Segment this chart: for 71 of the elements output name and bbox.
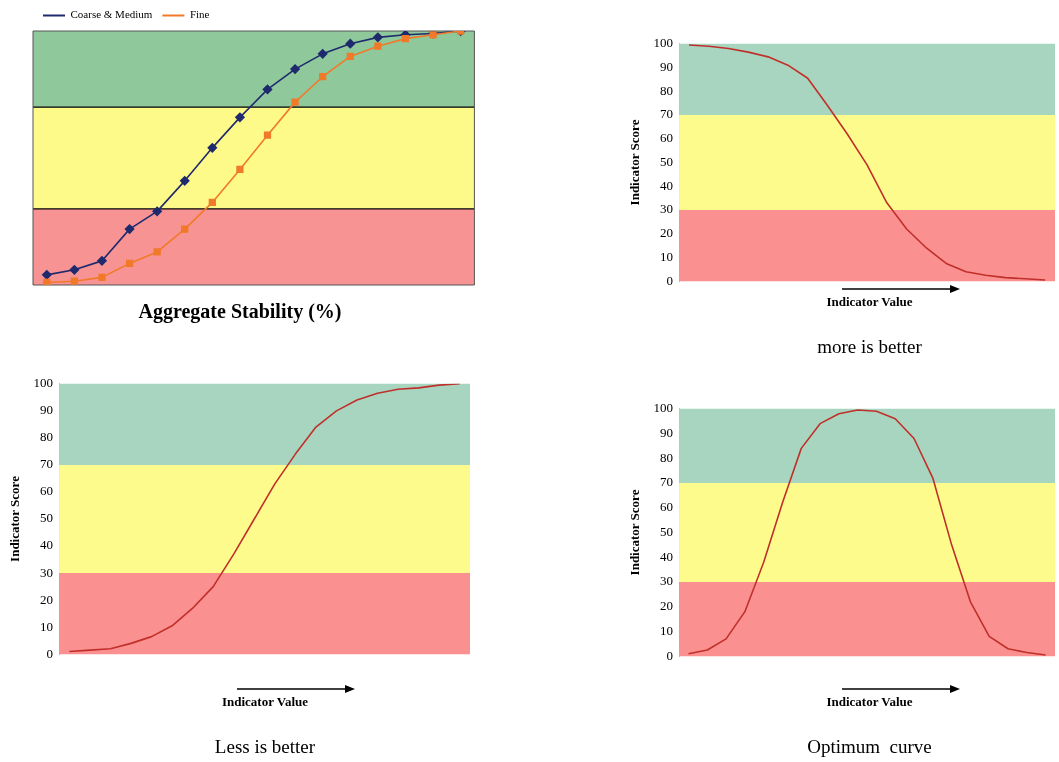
point — [262, 84, 273, 95]
y-tick-label: 50 — [660, 523, 674, 539]
text: Optimum curve — [806, 736, 933, 758]
y-tick-label: 0 — [666, 272, 674, 288]
point — [153, 248, 161, 256]
point — [290, 64, 300, 74]
point — [373, 32, 383, 43]
y-tick-label: 30 — [660, 573, 674, 589]
y-tick-label: 60 — [40, 483, 54, 499]
y-axis-title: Indicator Score — [7, 475, 23, 562]
y-tick-label: 50 — [40, 510, 54, 526]
y-tick-label: 40 — [660, 177, 674, 193]
legend-label: Fine — [189, 8, 210, 21]
y-tick-label: 80 — [660, 449, 674, 465]
y-tick-label: 10 — [660, 248, 674, 264]
point — [98, 273, 106, 282]
point — [70, 277, 79, 285]
point — [207, 143, 218, 153]
point — [236, 165, 244, 174]
y-tick-label: 40 — [40, 537, 54, 553]
y-tick-label: 60 — [660, 499, 674, 515]
point — [263, 131, 272, 139]
y-tick-label: 30 — [660, 201, 674, 217]
point — [208, 198, 216, 207]
x-axis-title: Indicator Value — [825, 694, 914, 710]
y-tick-label: 80 — [40, 429, 54, 445]
y-axis-title: Indicator Score — [627, 489, 643, 576]
y-tick-label: 100 — [653, 400, 674, 416]
y-tick-label: 30 — [40, 564, 54, 580]
x-axis-title: Indicator Value — [825, 294, 914, 310]
text: Less is better — [213, 736, 317, 758]
legend-label: Coarse & Medium — [70, 8, 153, 21]
point — [41, 270, 52, 280]
y-tick-label: 80 — [660, 82, 674, 98]
point — [179, 176, 190, 186]
y-axis-title: Indicator Score — [627, 119, 643, 206]
y-tick-label: 100 — [33, 375, 54, 391]
y-tick-label: 90 — [660, 58, 674, 74]
y-tick-label: 90 — [40, 402, 54, 418]
text: more is better — [816, 336, 923, 358]
point — [124, 224, 135, 234]
y-tick-label: 70 — [660, 106, 674, 122]
y-tick-label: 70 — [660, 474, 674, 490]
y-tick-label: 20 — [660, 598, 674, 614]
x-axis-title: Aggregate Stability (%) — [137, 300, 343, 323]
y-tick-label: 10 — [660, 622, 674, 638]
point — [291, 98, 299, 106]
point — [374, 42, 382, 50]
point — [152, 206, 162, 217]
point — [235, 112, 245, 123]
point — [345, 38, 356, 49]
y-tick-label: 70 — [40, 456, 54, 472]
point — [181, 225, 189, 233]
point — [317, 49, 328, 59]
y-tick-label: 100 — [653, 35, 674, 51]
y-tick-label: 10 — [40, 618, 54, 634]
x-axis-title: Indicator Value — [220, 694, 310, 710]
point — [346, 52, 354, 61]
y-tick-label: 0 — [46, 645, 54, 661]
y-tick-label: 0 — [666, 647, 674, 663]
y-tick-label: 20 — [40, 591, 54, 607]
y-tick-label: 40 — [660, 548, 674, 564]
y-tick-label: 20 — [660, 225, 674, 241]
point — [97, 256, 107, 266]
point — [319, 73, 327, 81]
point — [69, 264, 80, 275]
point — [125, 259, 134, 268]
y-tick-label: 50 — [660, 153, 674, 169]
y-tick-label: 60 — [660, 130, 674, 146]
y-tick-label: 90 — [660, 424, 674, 440]
point — [43, 278, 51, 285]
